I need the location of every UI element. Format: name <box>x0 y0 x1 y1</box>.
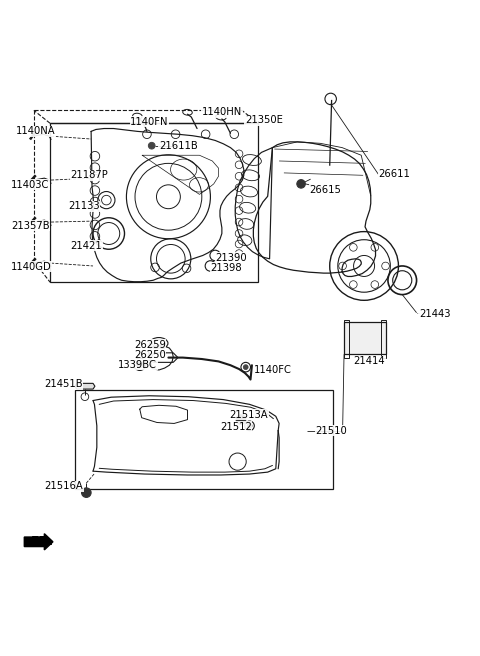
Bar <box>344 320 349 358</box>
Circle shape <box>247 423 252 428</box>
Text: 21421: 21421 <box>71 241 102 251</box>
Bar <box>381 320 386 358</box>
Circle shape <box>148 142 155 149</box>
Text: 1140NA: 1140NA <box>16 127 55 136</box>
Circle shape <box>297 180 305 188</box>
Polygon shape <box>75 383 95 389</box>
Text: 21414: 21414 <box>354 356 385 367</box>
Text: 21357B: 21357B <box>11 221 49 231</box>
Text: 21611B: 21611B <box>159 140 198 151</box>
Circle shape <box>236 415 246 424</box>
Text: 21133: 21133 <box>68 201 100 211</box>
Circle shape <box>82 488 91 497</box>
Text: FR.: FR. <box>31 535 54 548</box>
Text: 1140HN: 1140HN <box>202 108 242 117</box>
Text: 26250: 26250 <box>134 350 166 359</box>
Text: 1339BC: 1339BC <box>118 359 157 370</box>
Text: 1140FN: 1140FN <box>130 117 169 127</box>
Text: 1140FC: 1140FC <box>254 365 292 375</box>
Text: 21390: 21390 <box>215 253 247 263</box>
Text: 21350E: 21350E <box>245 115 283 125</box>
Text: 11403C: 11403C <box>11 180 49 190</box>
Bar <box>50 123 258 282</box>
Text: 21516A: 21516A <box>44 482 83 491</box>
Text: 21513A: 21513A <box>229 410 268 420</box>
Text: 1140GD: 1140GD <box>11 262 52 272</box>
Bar <box>344 322 386 354</box>
Circle shape <box>243 365 248 369</box>
Bar <box>75 390 333 489</box>
FancyArrow shape <box>24 534 53 550</box>
Text: 26611: 26611 <box>378 169 410 179</box>
Text: 21451B: 21451B <box>44 379 83 389</box>
Text: 21512: 21512 <box>220 422 252 432</box>
Circle shape <box>136 361 143 367</box>
Text: 21443: 21443 <box>419 309 450 319</box>
Text: 26615: 26615 <box>309 184 341 195</box>
Text: 21187P: 21187P <box>71 171 108 180</box>
Text: 21510: 21510 <box>315 426 347 436</box>
Text: 21398: 21398 <box>210 263 242 273</box>
Text: 26259: 26259 <box>134 340 166 350</box>
